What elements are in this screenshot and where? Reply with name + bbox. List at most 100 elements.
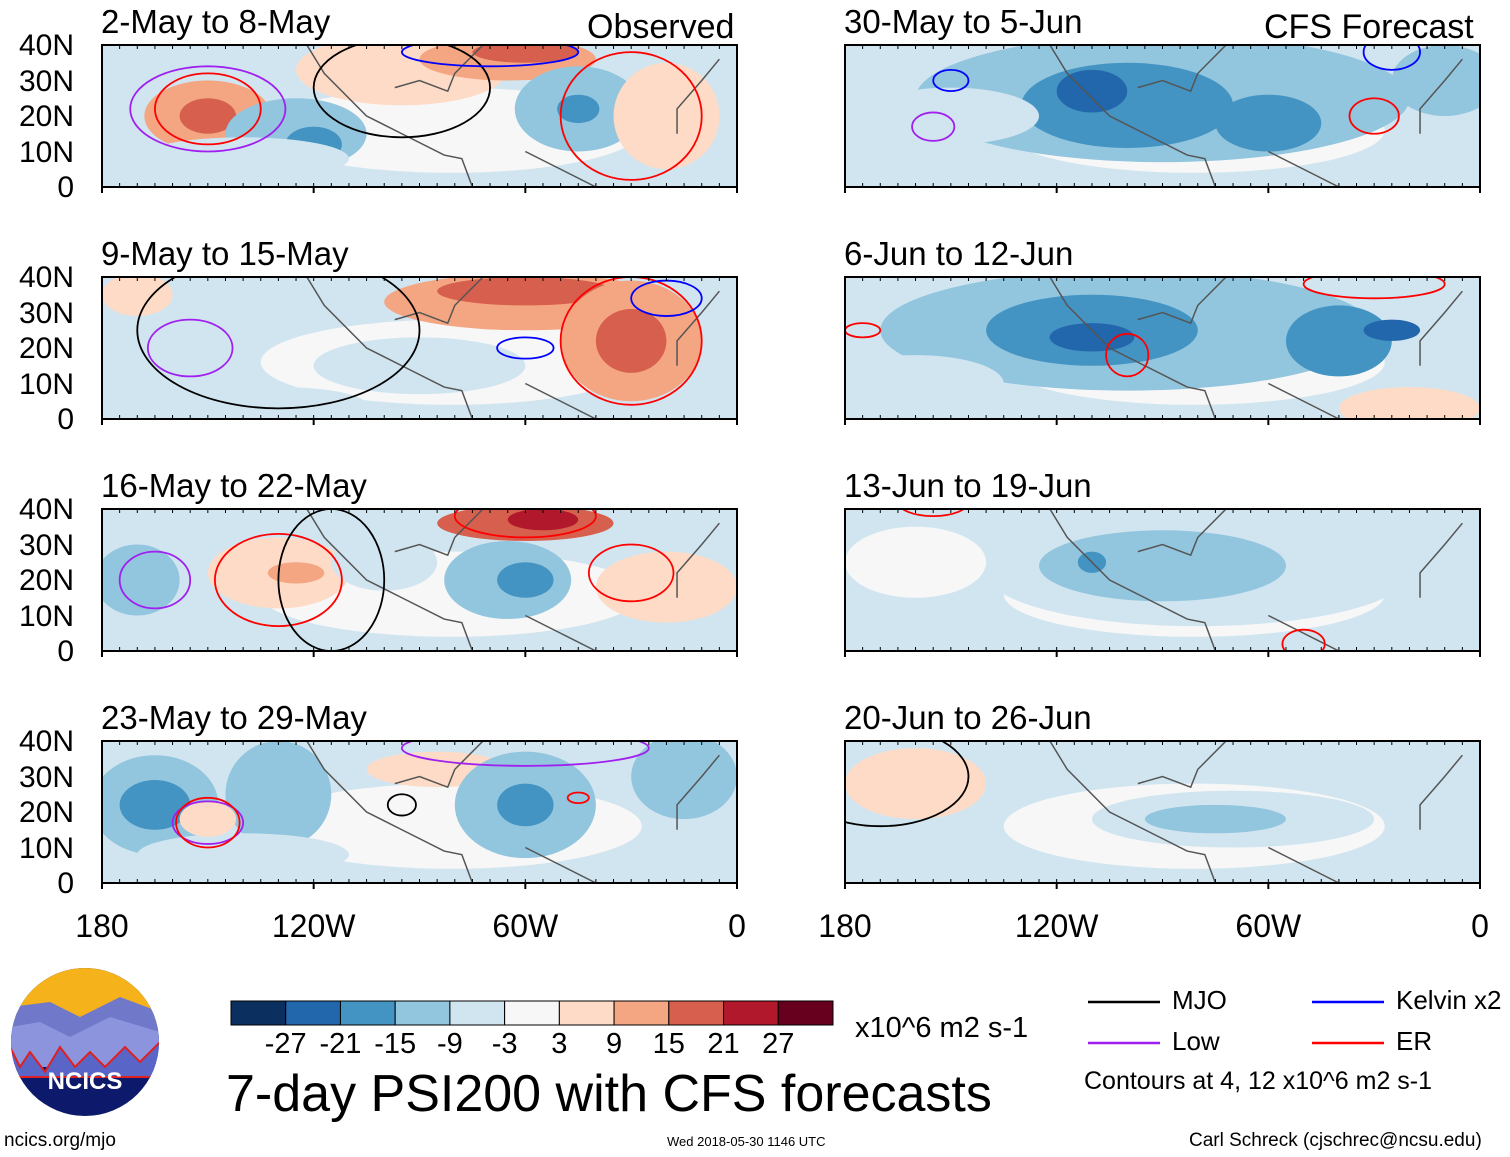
panel-title: 23-May to 29-May [101, 699, 367, 736]
lat-tick-label: 30N [18, 296, 74, 330]
column-label-forecast: CFS Forecast [1264, 8, 1474, 46]
colorbar-swatch [449, 1000, 506, 1026]
panel-title: 16-May to 22-May [101, 467, 367, 504]
contour-line [1281, 628, 1326, 651]
anomaly-region [179, 98, 237, 134]
anomaly-region [507, 509, 579, 531]
colorbar-tick-label: -9 [437, 1028, 463, 1060]
lat-tick-label: 0 [57, 403, 74, 436]
colorbar-tick-label: 3 [551, 1028, 568, 1060]
anomaly-region [137, 833, 349, 876]
anomaly-region [225, 741, 332, 848]
coastline [306, 509, 720, 651]
coastline [306, 277, 720, 419]
lat-tick-label: 30N [18, 760, 74, 794]
contour-line [129, 65, 287, 153]
colorbar-swatch [285, 1000, 341, 1026]
colorbar-tick-label: -27 [264, 1028, 307, 1060]
lon-tick-label: 60W [1235, 908, 1302, 944]
colorbar-tick-label: -15 [374, 1028, 417, 1060]
colorbar-swatch [613, 1000, 670, 1026]
panel-title: 13-Jun to 19-Jun [844, 467, 1092, 504]
lat-tick-label: 10N [18, 367, 74, 401]
legend-line-swatch [1088, 1000, 1160, 1004]
contour-line [566, 791, 590, 805]
lat-tick-label: 0 [57, 635, 74, 668]
colorbar-swatch [723, 1000, 779, 1026]
anomaly-region [102, 544, 180, 616]
colorbar-swatch [558, 1000, 615, 1026]
contour-line [1105, 332, 1150, 378]
panel-title: 20-Jun to 26-Jun [844, 699, 1092, 736]
anomaly-region [313, 337, 526, 395]
legend-label: Low [1172, 1026, 1220, 1056]
legend-line-swatch [1312, 1000, 1384, 1004]
coastline [306, 45, 720, 187]
anomaly-region [845, 526, 987, 598]
anomaly-region [1039, 530, 1286, 602]
contour-line [932, 68, 970, 93]
lat-tick-label: 40N [18, 725, 74, 758]
lat-tick-label: 40N [18, 29, 74, 62]
anomaly-region [1363, 319, 1421, 341]
anomaly-region [1056, 69, 1128, 113]
anomaly-region [845, 355, 1004, 412]
anomaly-region [331, 533, 438, 591]
anomaly-region [557, 94, 600, 124]
colorbar-swatch [504, 1000, 560, 1026]
anomaly-region [1021, 62, 1234, 148]
contour-line [175, 796, 241, 849]
colorbar-swatch [668, 1000, 725, 1026]
coastline [1049, 45, 1463, 187]
contour-line [559, 51, 703, 181]
anomaly-region [1049, 323, 1135, 352]
lat-tick-label: 20N [18, 564, 74, 597]
contour-line [845, 741, 970, 828]
contour-line [400, 45, 580, 68]
anomaly-region [267, 562, 325, 584]
colorbar-swatch [339, 1000, 396, 1026]
anomaly-region [137, 137, 349, 180]
contour-line [587, 543, 675, 603]
panel-title: 2-May to 8-May [101, 3, 331, 40]
contour-line [911, 111, 956, 142]
anomaly-region [631, 741, 737, 820]
lat-tick-label: 30N [18, 64, 74, 98]
contour-line [146, 318, 234, 378]
contour-line [845, 322, 882, 339]
anomaly-region [862, 87, 1040, 145]
lon-tick-label: 0 [1471, 908, 1489, 944]
panel-title: 9-May to 15-May [101, 235, 349, 272]
map-panel [844, 276, 1481, 425]
legend-label: Kelvin x2 [1396, 985, 1502, 1015]
lat-tick-label: 30N [18, 528, 74, 562]
map-panel [101, 508, 738, 657]
map-panel [101, 44, 738, 193]
anomaly-region [1374, 741, 1480, 812]
lat-tick-label: 20N [18, 100, 74, 133]
lon-tick-label: 60W [492, 908, 559, 944]
legend-label: ER [1396, 1026, 1433, 1056]
anomaly-region [102, 277, 173, 317]
anomaly-region [119, 780, 191, 830]
colorbar-tick-label: 21 [707, 1028, 740, 1060]
anomaly-region [1215, 94, 1322, 152]
lat-tick-label: 10N [18, 831, 74, 865]
map-panel [844, 740, 1481, 889]
colorbar-swatch [230, 1000, 287, 1026]
logo-text: NCICS [48, 1068, 123, 1095]
legend-line-swatch [1088, 1041, 1160, 1045]
ncics-logo: NCICS [11, 968, 159, 1116]
lat-tick-label: 40N [18, 261, 74, 294]
contour-line [1302, 277, 1446, 300]
lat-tick-label: 20N [18, 332, 74, 365]
contour-line [118, 550, 192, 610]
units-label: x10^6 m2 s-1 [855, 1012, 1029, 1044]
contour-line [136, 277, 421, 410]
anomaly-region [1338, 387, 1480, 419]
map-panel [101, 276, 738, 425]
source-url[interactable]: ncics.org/mjo [4, 1130, 116, 1151]
panel-title: 30-May to 5-Jun [844, 3, 1083, 40]
contour-line [171, 800, 245, 845]
colorbar-swatch [777, 1000, 834, 1026]
